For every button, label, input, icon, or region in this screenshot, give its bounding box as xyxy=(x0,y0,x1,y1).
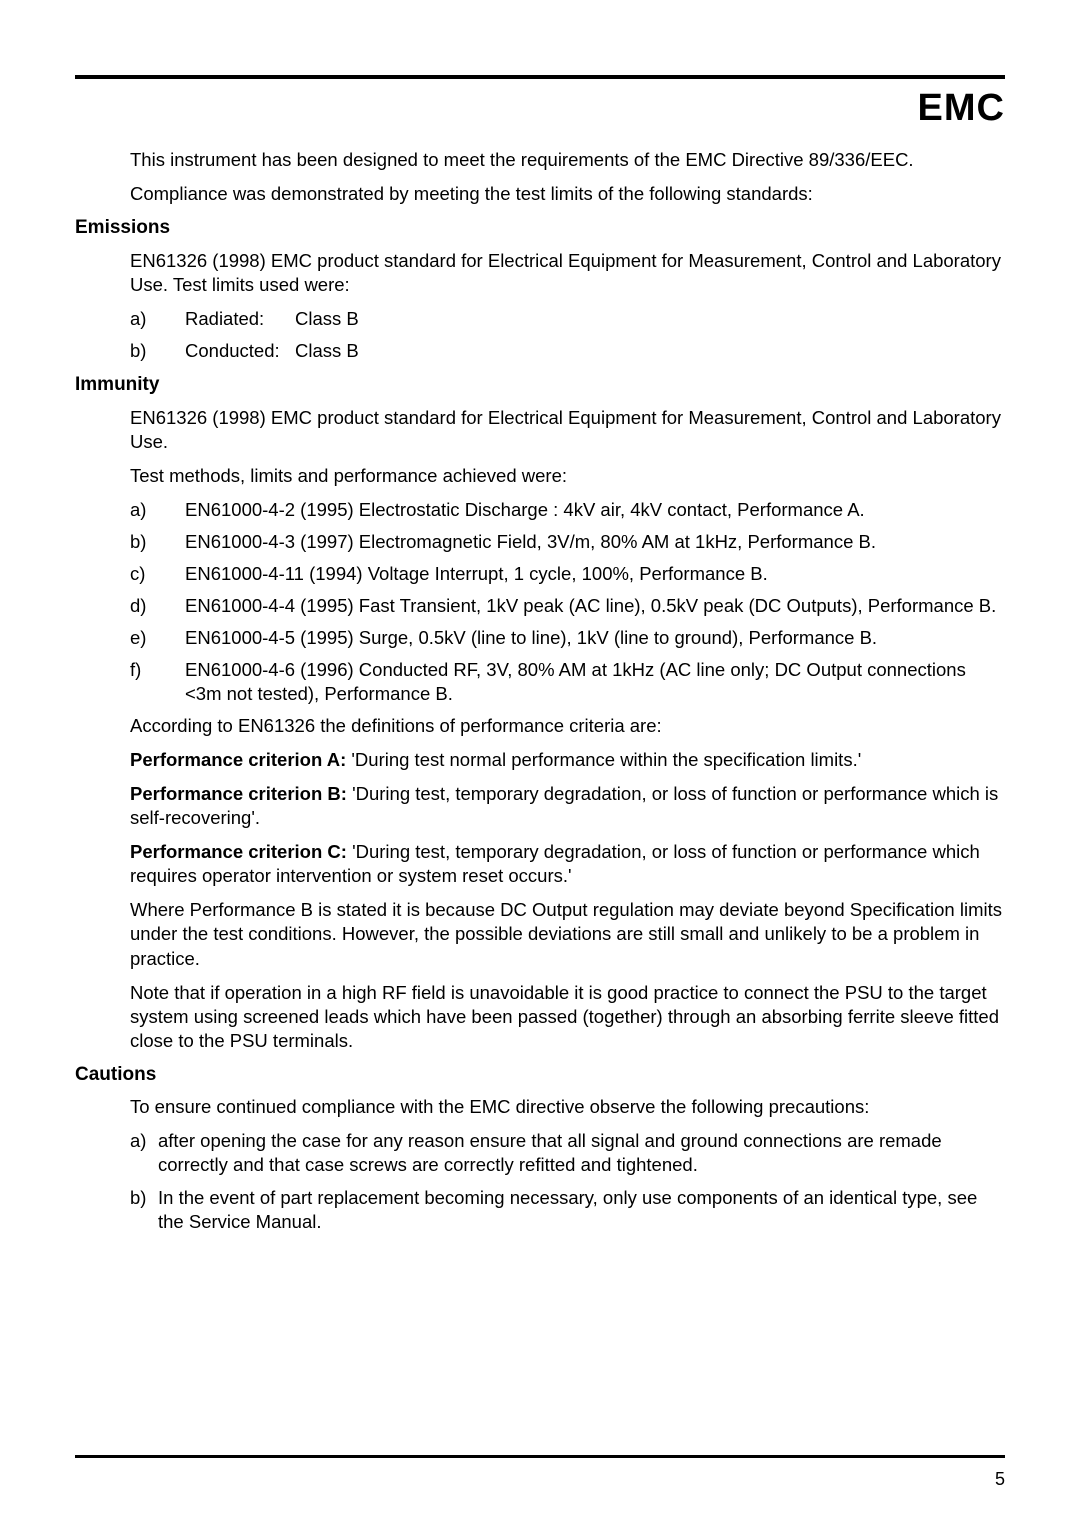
list-text: EN61000-4-6 (1996) Conducted RF, 3V, 80%… xyxy=(185,658,1005,706)
list-text: EN61000-4-3 (1997) Electromagnetic Field… xyxy=(185,530,1005,554)
emissions-list: a) Radiated: Class B b) Conducted: Class… xyxy=(130,307,1005,363)
immunity-item: e) EN61000-4-5 (1995) Surge, 0.5kV (line… xyxy=(130,626,1005,650)
cautions-item: b) In the event of part replacement beco… xyxy=(130,1186,1005,1234)
emissions-paragraph: EN61326 (1998) EMC product standard for … xyxy=(130,249,1005,297)
list-marker: d) xyxy=(130,594,185,618)
list-text: EN61000-4-11 (1994) Voltage Interrupt, 1… xyxy=(185,562,1005,586)
immunity-paragraph-1: EN61326 (1998) EMC product standard for … xyxy=(130,406,1005,454)
top-rule xyxy=(75,75,1005,79)
list-marker: e) xyxy=(130,626,185,650)
emissions-value: Class B xyxy=(295,307,359,331)
immunity-item: d) EN61000-4-4 (1995) Fast Transient, 1k… xyxy=(130,594,1005,618)
list-text: In the event of part replacement becomin… xyxy=(158,1186,1005,1234)
cautions-heading: Cautions xyxy=(75,1063,1005,1088)
emissions-heading: Emissions xyxy=(75,216,1005,241)
list-text: EN61000-4-5 (1995) Surge, 0.5kV (line to… xyxy=(185,626,1005,650)
perf-a-label: Performance criterion A: xyxy=(130,749,346,770)
defs-intro: According to EN61326 the definitions of … xyxy=(130,714,1005,738)
perf-criterion-c: Performance criterion C: 'During test, t… xyxy=(130,840,1005,888)
list-text: Radiated: Class B xyxy=(185,307,1005,331)
immunity-item: f) EN61000-4-6 (1996) Conducted RF, 3V, … xyxy=(130,658,1005,706)
intro-paragraph-2: Compliance was demonstrated by meeting t… xyxy=(130,182,1005,206)
list-text: Conducted: Class B xyxy=(185,339,1005,363)
list-marker: b) xyxy=(130,530,185,554)
emissions-label: Radiated: xyxy=(185,307,295,331)
immunity-item: a) EN61000-4-2 (1995) Electrostatic Disc… xyxy=(130,498,1005,522)
bottom-rule xyxy=(75,1455,1005,1458)
list-text: EN61000-4-4 (1995) Fast Transient, 1kV p… xyxy=(185,594,1005,618)
emissions-item: a) Radiated: Class B xyxy=(130,307,1005,331)
emissions-label: Conducted: xyxy=(185,339,295,363)
perf-a-text: 'During test normal performance within t… xyxy=(346,749,861,770)
list-text: after opening the case for any reason en… xyxy=(158,1129,1005,1177)
emissions-item: b) Conducted: Class B xyxy=(130,339,1005,363)
intro-paragraph-1: This instrument has been designed to mee… xyxy=(130,148,1005,172)
list-marker: f) xyxy=(130,658,185,706)
cautions-item: a) after opening the case for any reason… xyxy=(130,1129,1005,1177)
body-content: This instrument has been designed to mee… xyxy=(75,148,1005,1234)
cautions-paragraph: To ensure continued compliance with the … xyxy=(130,1095,1005,1119)
list-marker: b) xyxy=(130,1186,158,1234)
list-marker: a) xyxy=(130,498,185,522)
page: EMC This instrument has been designed to… xyxy=(0,0,1080,1528)
list-marker: a) xyxy=(130,1129,158,1177)
page-number: 5 xyxy=(995,1469,1005,1490)
page-title: EMC xyxy=(75,87,1005,130)
immunity-list: a) EN61000-4-2 (1995) Electrostatic Disc… xyxy=(130,498,1005,706)
perf-c-label: Performance criterion C: xyxy=(130,841,347,862)
perf-b-label: Performance criterion B: xyxy=(130,783,347,804)
emissions-value: Class B xyxy=(295,339,359,363)
list-marker: c) xyxy=(130,562,185,586)
immunity-heading: Immunity xyxy=(75,373,1005,398)
immunity-item: b) EN61000-4-3 (1997) Electromagnetic Fi… xyxy=(130,530,1005,554)
list-marker: a) xyxy=(130,307,185,331)
rf-note: Note that if operation in a high RF fiel… xyxy=(130,981,1005,1053)
cautions-list: a) after opening the case for any reason… xyxy=(130,1129,1005,1233)
perf-criterion-b: Performance criterion B: 'During test, t… xyxy=(130,782,1005,830)
immunity-paragraph-2: Test methods, limits and performance ach… xyxy=(130,464,1005,488)
where-perf-b: Where Performance B is stated it is beca… xyxy=(130,898,1005,970)
immunity-item: c) EN61000-4-11 (1994) Voltage Interrupt… xyxy=(130,562,1005,586)
list-marker: b) xyxy=(130,339,185,363)
perf-criterion-a: Performance criterion A: 'During test no… xyxy=(130,748,1005,772)
list-text: EN61000-4-2 (1995) Electrostatic Dischar… xyxy=(185,498,1005,522)
